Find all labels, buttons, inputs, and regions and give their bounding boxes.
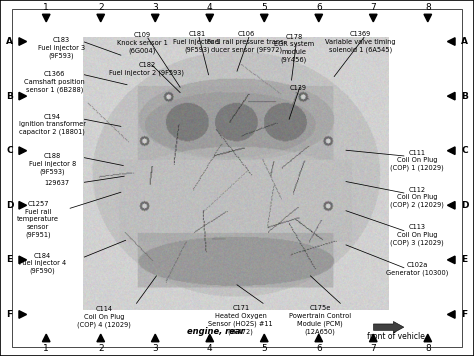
Text: 129637: 129637 [44,180,70,186]
Text: C: C [6,146,13,155]
Polygon shape [261,334,268,342]
Text: B: B [461,91,468,101]
Text: 3: 3 [152,2,158,12]
Polygon shape [370,14,377,22]
Polygon shape [447,311,455,318]
Text: A: A [6,37,13,46]
Text: C1366
Camshaft position
sensor 1 (6B288): C1366 Camshaft position sensor 1 (6B288) [24,71,85,93]
Text: 4: 4 [207,344,212,354]
Text: C171
Heated Oxygen
Sensor (HO2S) #11
(9F472): C171 Heated Oxygen Sensor (HO2S) #11 (9F… [209,305,273,335]
Text: C109
Knock sensor 1
(6G004): C109 Knock sensor 1 (6G004) [117,32,168,53]
Polygon shape [447,92,455,100]
Text: C175e
Powertrain Control
Module (PCM)
(12A650): C175e Powertrain Control Module (PCM) (1… [289,305,351,335]
Text: C182
Fuel injector 2 (9F593): C182 Fuel injector 2 (9F593) [109,62,184,76]
Polygon shape [424,14,431,22]
Polygon shape [370,334,377,342]
Text: E: E [462,255,467,265]
Text: C112
Coil On Plug
(COP) 2 (12029): C112 Coil On Plug (COP) 2 (12029) [390,187,444,208]
Text: C114
Coil On Plug
(COP) 4 (12029): C114 Coil On Plug (COP) 4 (12029) [77,306,131,328]
Polygon shape [206,14,213,22]
Text: C184
Fuel injector 4
(9F590): C184 Fuel injector 4 (9F590) [19,253,66,274]
Text: E: E [7,255,12,265]
Polygon shape [19,256,27,264]
Polygon shape [42,334,50,342]
Polygon shape [315,14,322,22]
Text: C1257
Fuel rail
temperature
sensor
(9F951): C1257 Fuel rail temperature sensor (9F95… [17,201,59,238]
Text: C1369
Variable valve timing
solenoid 1 (6A545): C1369 Variable valve timing solenoid 1 (… [325,31,395,53]
Polygon shape [19,201,27,209]
Polygon shape [447,38,455,45]
Text: F: F [462,310,467,319]
Polygon shape [19,147,27,155]
Text: 2: 2 [98,344,103,354]
Text: 8: 8 [425,344,431,354]
Text: 7: 7 [370,2,376,12]
Text: engine, rear: engine, rear [187,326,245,336]
Polygon shape [447,147,455,155]
Polygon shape [19,92,27,100]
Text: A: A [461,37,468,46]
Polygon shape [206,334,213,342]
Text: 4: 4 [207,2,212,12]
Text: 6: 6 [316,2,322,12]
Text: C181
Fuel injector 1
(9F593): C181 Fuel injector 1 (9F593) [173,31,220,53]
Text: front of vehicle: front of vehicle [367,332,425,341]
Text: D: D [6,201,13,210]
Text: C113
Coil On Plug
(COP) 3 (12029): C113 Coil On Plug (COP) 3 (12029) [390,224,444,246]
Text: 1: 1 [43,344,49,354]
Polygon shape [374,321,404,333]
Polygon shape [447,256,455,264]
Text: C139: C139 [290,85,307,91]
Text: 7: 7 [370,344,376,354]
Text: C102a
Generator (10300): C102a Generator (10300) [386,262,448,276]
Polygon shape [42,14,50,22]
Text: 5: 5 [261,2,267,12]
Polygon shape [261,14,268,22]
Text: 3: 3 [152,344,158,354]
Text: C188
Fuel injector 8
(9F593): C188 Fuel injector 8 (9F593) [28,153,76,174]
Text: C194
Ignition transformer
capacitor 2 (18801): C194 Ignition transformer capacitor 2 (1… [18,114,86,135]
Text: B: B [6,91,13,101]
Text: 5: 5 [261,344,267,354]
Text: C178
EGR system
module
(9Y456): C178 EGR system module (9Y456) [274,34,314,63]
Text: 8: 8 [425,2,431,12]
Text: C: C [461,146,468,155]
Text: F: F [7,310,12,319]
Text: C111
Coil On Plug
(COP) 1 (12029): C111 Coil On Plug (COP) 1 (12029) [390,150,444,171]
Polygon shape [97,14,104,22]
Text: C183
Fuel injector 3
(9F593): C183 Fuel injector 3 (9F593) [38,37,85,59]
Text: 2: 2 [98,2,103,12]
Text: 6: 6 [316,344,322,354]
Polygon shape [19,38,27,45]
Polygon shape [447,201,455,209]
Text: 1: 1 [43,2,49,12]
Text: D: D [461,201,468,210]
Polygon shape [151,334,159,342]
Polygon shape [151,14,159,22]
Text: C106
Fuel rail pressure trans-
ducer sensor (9F972): C106 Fuel rail pressure trans- ducer sen… [207,31,286,53]
Polygon shape [19,311,27,318]
Polygon shape [315,334,322,342]
Polygon shape [424,334,431,342]
Polygon shape [97,334,104,342]
